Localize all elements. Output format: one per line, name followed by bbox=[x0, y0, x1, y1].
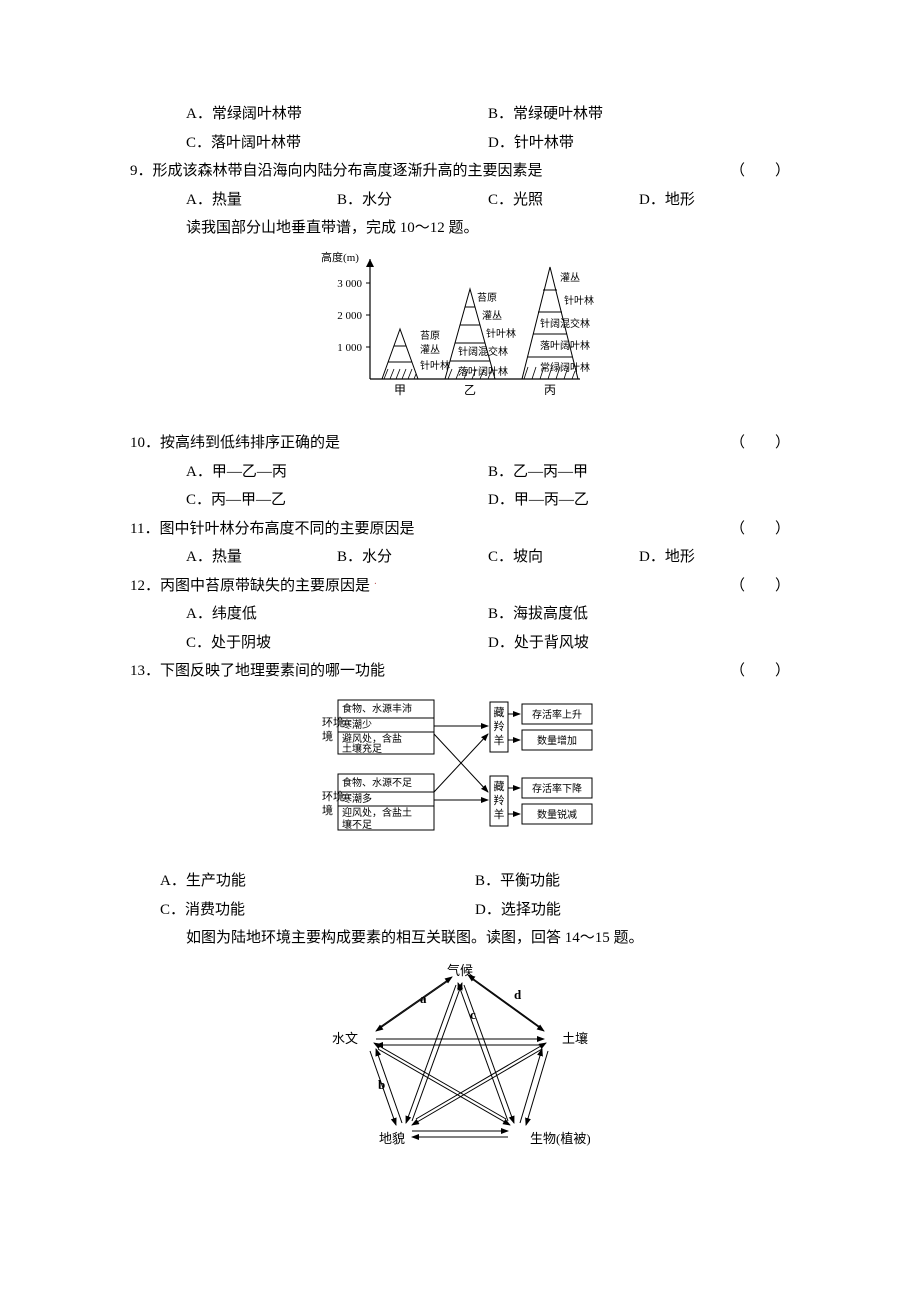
fig1-tick-1000: 1 000 bbox=[337, 342, 362, 354]
q12-opt-c: C．处于阴坡 bbox=[186, 629, 488, 658]
fig2-env-bot: 环境 bbox=[322, 789, 344, 803]
q13-opt-d: D．选择功能 bbox=[475, 896, 790, 925]
fig1-yi-band4: 落叶阔叶林 bbox=[458, 365, 508, 378]
q10-opt-b: B．乙—丙—甲 bbox=[488, 458, 790, 487]
fig3-node-left: 水文 bbox=[332, 1031, 358, 1046]
svg-text:羚: 羚 bbox=[494, 793, 505, 807]
q11-opt-c: C．坡向 bbox=[488, 543, 639, 572]
fig1-bing-band2: 针阔混交林 bbox=[540, 317, 590, 330]
q13-stem: 13．下图反映了地理要素间的哪一功能 bbox=[130, 657, 730, 686]
fig2-rt-1: 数量增加 bbox=[537, 734, 577, 747]
q10-paren: （ ） bbox=[730, 429, 790, 458]
fig1-yi-band1: 灌丛 bbox=[482, 310, 502, 322]
q10-opt-d: D．甲—丙—乙 bbox=[488, 486, 790, 515]
fig3-label-c: c bbox=[470, 1007, 476, 1022]
q8-opt-b: B．常绿硬叶林带 bbox=[488, 100, 790, 129]
fig1-ytitle: 高度(m) bbox=[321, 250, 359, 264]
q12-stem: 12．丙图中苔原带缺失的主要原因是 bbox=[130, 578, 370, 594]
svg-text:藏: 藏 bbox=[494, 780, 505, 793]
q11-opt-d: D．地形 bbox=[639, 543, 790, 572]
fig2-lt-1: 寒潮少 bbox=[342, 718, 372, 731]
fig3-node-right: 土壤 bbox=[562, 1031, 588, 1046]
fig1-yi-label: 乙 bbox=[464, 383, 476, 397]
svg-text:境: 境 bbox=[322, 729, 333, 743]
fig1-tick-3000: 3 000 bbox=[337, 278, 362, 290]
fig1-bing-band4: 常绿阔叶林 bbox=[540, 361, 590, 374]
q10-opt-c: C．丙—甲—乙 bbox=[186, 486, 488, 515]
fig3-label-b: b bbox=[378, 1077, 385, 1092]
fig1-jia-band0: 苔原 bbox=[420, 329, 440, 342]
q11-stem: 11．图中针叶林分布高度不同的主要原因是 bbox=[130, 515, 730, 544]
fig1-bing-band0: 灌丛 bbox=[560, 272, 580, 284]
q12-opt-a: A．纬度低 bbox=[186, 600, 488, 629]
q8-opt-c: C．落叶阔叶林带 bbox=[186, 129, 488, 158]
svg-text:羊: 羊 bbox=[494, 807, 505, 821]
q10-opt-a: A．甲—乙—丙 bbox=[186, 458, 488, 487]
q9-stem: 9．形成该森林带自沿海向内陆分布高度逐渐升高的主要因素是 bbox=[130, 157, 730, 186]
fig2-rb-1: 数量锐减 bbox=[537, 808, 577, 821]
figure-pentagon: 气候 水文 土壤 地貌 生物(植被) bbox=[130, 959, 790, 1170]
q9-opt-a: A．热量 bbox=[186, 186, 337, 215]
q9-opt-c: C．光照 bbox=[488, 186, 639, 215]
fig2-lb-2: 迎风处，含盐土 bbox=[342, 806, 412, 819]
fig3-node-br: 生物(植被) bbox=[530, 1131, 590, 1146]
svg-text:羊: 羊 bbox=[494, 733, 505, 747]
fig2-lb-1: 寒潮多 bbox=[342, 792, 372, 805]
fig3-label-d: d bbox=[514, 987, 522, 1002]
svg-text:藏: 藏 bbox=[494, 706, 505, 719]
q8-opt-d: D．针叶林带 bbox=[488, 129, 790, 158]
fig1-jia-label: 甲 bbox=[394, 383, 406, 397]
fig2-lt-3: 土壤充足 bbox=[342, 742, 382, 755]
fig2-lb-0: 食物、水源不足 bbox=[342, 776, 412, 789]
svg-text:境: 境 bbox=[322, 803, 333, 817]
fig2-rt-0: 存活率上升 bbox=[532, 708, 582, 721]
q9-paren: （ ） bbox=[730, 157, 790, 186]
lead-10-12: 读我国部分山地垂直带谱，完成 10～12 题。 bbox=[130, 214, 790, 243]
fig1-bing-band1: 针叶林 bbox=[564, 294, 594, 307]
q11-paren: （ ） bbox=[730, 515, 790, 544]
fig1-tick-2000: 2 000 bbox=[337, 310, 362, 322]
fig1-jia-band1: 灌丛 bbox=[420, 344, 440, 356]
figure-mountain-spectra: 高度(m) 3 000 2 000 1 000 苔原 灌丛 bbox=[130, 249, 790, 420]
svg-text:羚: 羚 bbox=[494, 719, 505, 733]
q13-paren: （ ） bbox=[730, 657, 790, 686]
q13-opt-c: C．消费功能 bbox=[160, 896, 475, 925]
fig1-yi-band0: 苔原 bbox=[477, 291, 497, 304]
q11-opt-a: A．热量 bbox=[186, 543, 337, 572]
q12-paren: （ ） bbox=[730, 572, 790, 601]
q9-opt-b: B．水分 bbox=[337, 186, 488, 215]
lead-14-15: 如图为陆地环境主要构成要素的相互关联图。读图，回答 14～15 题。 bbox=[130, 924, 790, 953]
fig2-env-top: 环境 bbox=[322, 715, 344, 729]
fig1-yi-band3: 针阔混交林 bbox=[458, 345, 508, 358]
figure-antelope: 环境 境 食物、水源丰沛 寒潮少 避风处，含盐 土壤充足 环境 境 食物、水源不… bbox=[130, 692, 790, 858]
fig3-node-bl: 地貌 bbox=[379, 1131, 405, 1146]
fig1-jia-band2: 针叶林 bbox=[420, 359, 450, 372]
q11-opt-b: B．水分 bbox=[337, 543, 488, 572]
fig1-bing-band3: 落叶阔叶林 bbox=[540, 339, 590, 352]
dot-marker: · bbox=[374, 579, 377, 590]
q13-opt-a: A．生产功能 bbox=[160, 867, 475, 896]
fig2-lb-3: 壤不足 bbox=[342, 818, 372, 831]
q13-opt-b: B．平衡功能 bbox=[475, 867, 790, 896]
q10-stem: 10．按高纬到低纬排序正确的是 bbox=[130, 429, 730, 458]
q12-opt-d: D．处于背风坡 bbox=[488, 629, 790, 658]
fig2-rb-0: 存活率下降 bbox=[532, 782, 582, 795]
q8-opt-a: A．常绿阔叶林带 bbox=[186, 100, 488, 129]
q9-opt-d: D．地形 bbox=[639, 186, 790, 215]
fig1-bing-label: 丙 bbox=[544, 383, 556, 397]
q12-opt-b: B．海拔高度低 bbox=[488, 600, 790, 629]
fig3-label-a: a bbox=[420, 991, 427, 1006]
fig1-yi-band2: 针叶林 bbox=[486, 327, 516, 340]
fig2-lt-0: 食物、水源丰沛 bbox=[342, 702, 412, 715]
